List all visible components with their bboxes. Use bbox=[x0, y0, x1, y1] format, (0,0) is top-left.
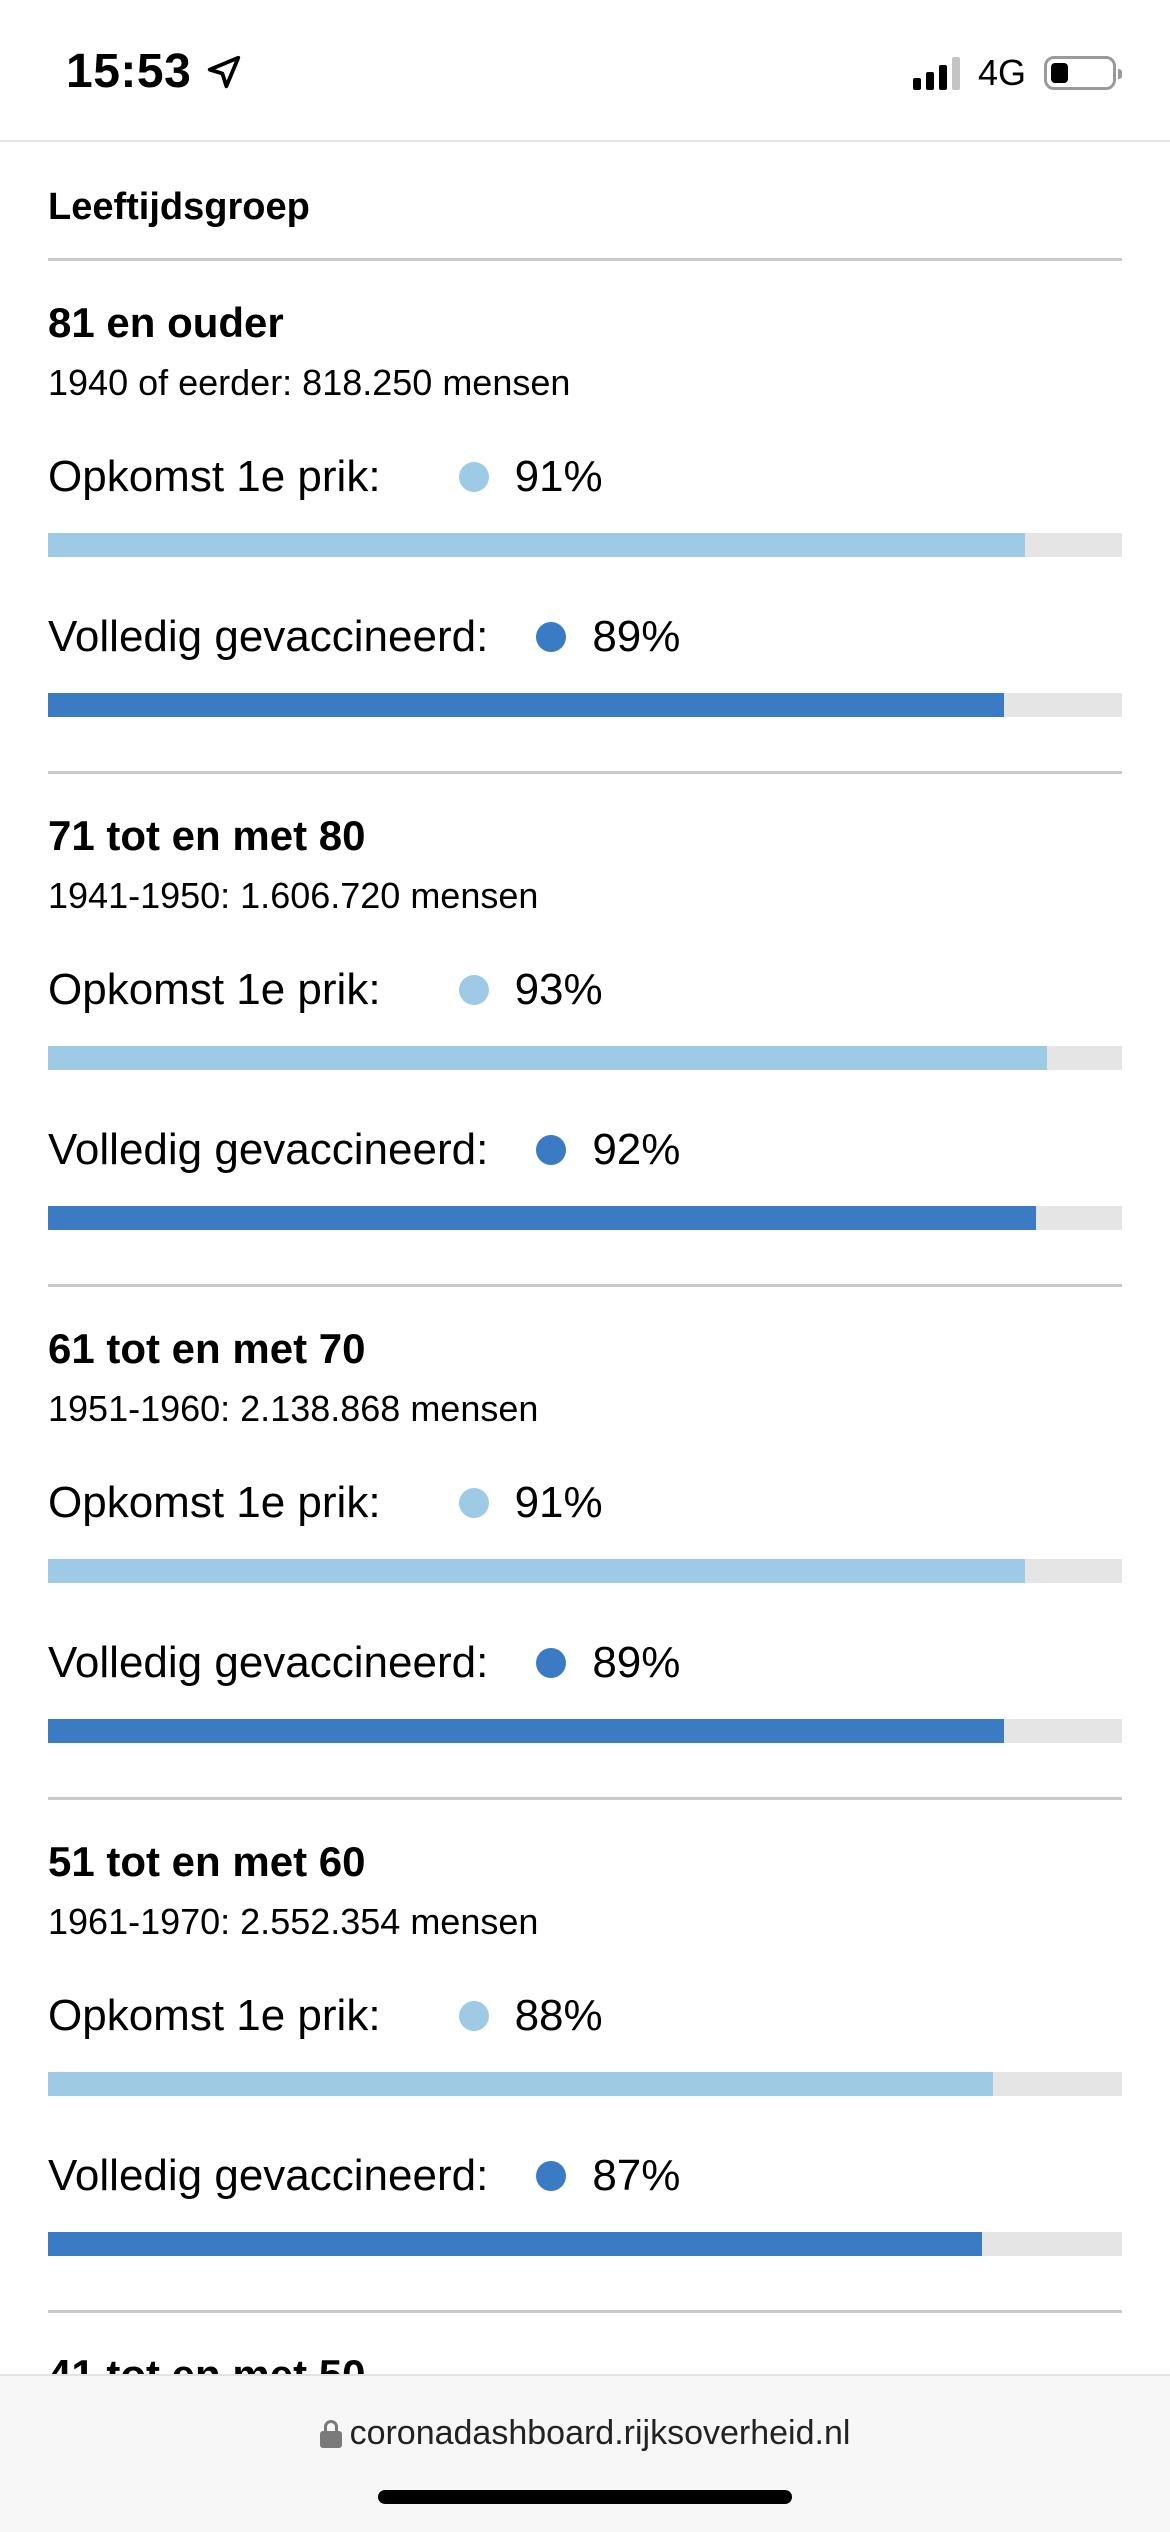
clock-time: 15:53 bbox=[66, 45, 192, 98]
section-header: Leeftijdsgroep bbox=[48, 185, 310, 228]
fully-vaccinated-bar-fill bbox=[48, 1206, 1037, 1230]
fully-vaccinated-metric: Volledig gevaccineerd: 92% bbox=[48, 1122, 1122, 1230]
age-group-population: 1941-1950: 1.606.720 mensen bbox=[48, 875, 539, 916]
fully-vaccinated-value: 89% bbox=[592, 612, 681, 661]
first-dose-metric: Opkomst 1e prik: 93% bbox=[48, 962, 1122, 1070]
signal-strength-icon bbox=[912, 56, 960, 90]
fully-vaccinated-label: Volledig gevaccineerd: bbox=[48, 2151, 489, 2200]
fully-vaccinated-bar-fill bbox=[48, 693, 1004, 717]
fully-vaccinated-bar-track bbox=[48, 693, 1122, 717]
fully-vaccinated-label: Volledig gevaccineerd: bbox=[48, 1125, 489, 1174]
url-display[interactable]: coronadashboard.rijksoverheid.nl bbox=[0, 2414, 1170, 2453]
first-dose-value: 93% bbox=[514, 965, 603, 1014]
battery-level bbox=[1051, 63, 1069, 83]
battery-icon bbox=[1044, 56, 1122, 90]
age-group-population: 1940 of eerder: 818.250 mensen bbox=[48, 362, 571, 403]
first-dose-value: 88% bbox=[514, 1991, 603, 2040]
fully-vaccinated-bar-fill bbox=[48, 2232, 983, 2256]
location-arrow-icon bbox=[208, 55, 241, 88]
fully-vaccinated-value: 92% bbox=[592, 1125, 681, 1174]
first-dose-metric: Opkomst 1e prik: 91% bbox=[48, 1475, 1122, 1583]
first-dose-legend-dot bbox=[458, 1488, 489, 1518]
first-dose-legend-dot bbox=[458, 462, 489, 492]
lock-icon bbox=[319, 2419, 342, 2448]
age-group-title: 41 tot en met 50 bbox=[48, 2313, 1122, 2374]
first-dose-bar-track bbox=[48, 1046, 1122, 1070]
fully-vaccinated-metric: Volledig gevaccineerd: 89% bbox=[48, 1635, 1122, 1743]
fully-vaccinated-metric: Volledig gevaccineerd: 87% bbox=[48, 2148, 1122, 2256]
age-group: 71 tot en met 80 1941-1950: 1.606.720 me… bbox=[48, 774, 1122, 1284]
page-content[interactable]: Leeftijdsgroep 81 en ouder 1940 of eerde… bbox=[48, 142, 1122, 2374]
fully-vaccinated-bar-track bbox=[48, 1719, 1122, 1743]
age-group-population: 1961-1970: 2.552.354 mensen bbox=[48, 1901, 539, 1942]
browser-address-bar[interactable]: coronadashboard.rijksoverheid.nl bbox=[0, 2374, 1170, 2532]
first-dose-bar-fill bbox=[48, 533, 1026, 557]
age-group-population: 1951-1960: 2.138.868 mensen bbox=[48, 1388, 539, 1429]
age-group-list: 81 en ouder 1940 of eerder: 818.250 mens… bbox=[48, 261, 1122, 2313]
status-divider bbox=[0, 140, 1170, 142]
first-dose-bar-track bbox=[48, 2072, 1122, 2096]
url-text[interactable]: coronadashboard.rijksoverheid.nl bbox=[349, 2414, 851, 2452]
fully-vaccinated-bar-fill bbox=[48, 1719, 1004, 1743]
first-dose-bar-track bbox=[48, 1559, 1122, 1583]
home-indicator[interactable] bbox=[378, 2490, 792, 2504]
divider bbox=[48, 2310, 1122, 2313]
first-dose-bar-fill bbox=[48, 1046, 1047, 1070]
first-dose-value: 91% bbox=[514, 452, 603, 501]
age-group-title: 51 tot en met 60 bbox=[48, 1838, 366, 1885]
first-dose-legend-dot bbox=[458, 2001, 489, 2031]
age-group-title: 81 en ouder bbox=[48, 299, 284, 346]
fully-vaccinated-label: Volledig gevaccineerd: bbox=[48, 1638, 489, 1687]
first-dose-label: Opkomst 1e prik: bbox=[48, 965, 381, 1014]
fully-vaccinated-legend-dot bbox=[536, 1648, 567, 1678]
divider bbox=[48, 258, 1122, 261]
first-dose-bar-fill bbox=[48, 2072, 994, 2096]
first-dose-bar-fill bbox=[48, 1559, 1026, 1583]
fully-vaccinated-label: Volledig gevaccineerd: bbox=[48, 612, 489, 661]
fully-vaccinated-metric: Volledig gevaccineerd: 89% bbox=[48, 609, 1122, 717]
fully-vaccinated-value: 87% bbox=[592, 2151, 681, 2200]
fully-vaccinated-legend-dot bbox=[536, 1135, 567, 1165]
first-dose-metric: Opkomst 1e prik: 88% bbox=[48, 1988, 1122, 2096]
first-dose-bar-track bbox=[48, 533, 1122, 557]
first-dose-metric: Opkomst 1e prik: 91% bbox=[48, 449, 1122, 557]
first-dose-label: Opkomst 1e prik: bbox=[48, 1991, 381, 2040]
status-time: 15:53 bbox=[66, 44, 243, 99]
network-type: 4G bbox=[977, 52, 1026, 93]
divider bbox=[48, 771, 1122, 774]
fully-vaccinated-bar-track bbox=[48, 2232, 1122, 2256]
fully-vaccinated-legend-dot bbox=[536, 622, 567, 652]
first-dose-legend-dot bbox=[458, 975, 489, 1005]
age-group-title: 61 tot en met 70 bbox=[48, 1325, 366, 1372]
first-dose-label: Opkomst 1e prik: bbox=[48, 452, 381, 501]
age-group-title: 71 tot en met 80 bbox=[48, 812, 366, 859]
divider bbox=[48, 1797, 1122, 1800]
status-indicators: 4G bbox=[912, 52, 1122, 94]
first-dose-value: 91% bbox=[514, 1478, 603, 1527]
age-group: 81 en ouder 1940 of eerder: 818.250 mens… bbox=[48, 261, 1122, 771]
fully-vaccinated-value: 89% bbox=[592, 1638, 681, 1687]
first-dose-label: Opkomst 1e prik: bbox=[48, 1478, 381, 1527]
divider bbox=[48, 1284, 1122, 1287]
status-bar: 15:53 4G bbox=[0, 0, 1170, 140]
fully-vaccinated-bar-track bbox=[48, 1206, 1122, 1230]
age-group: 51 tot en met 60 1961-1970: 2.552.354 me… bbox=[48, 1800, 1122, 2310]
age-group: 61 tot en met 70 1951-1960: 2.138.868 me… bbox=[48, 1287, 1122, 1797]
fully-vaccinated-legend-dot bbox=[536, 2161, 567, 2191]
